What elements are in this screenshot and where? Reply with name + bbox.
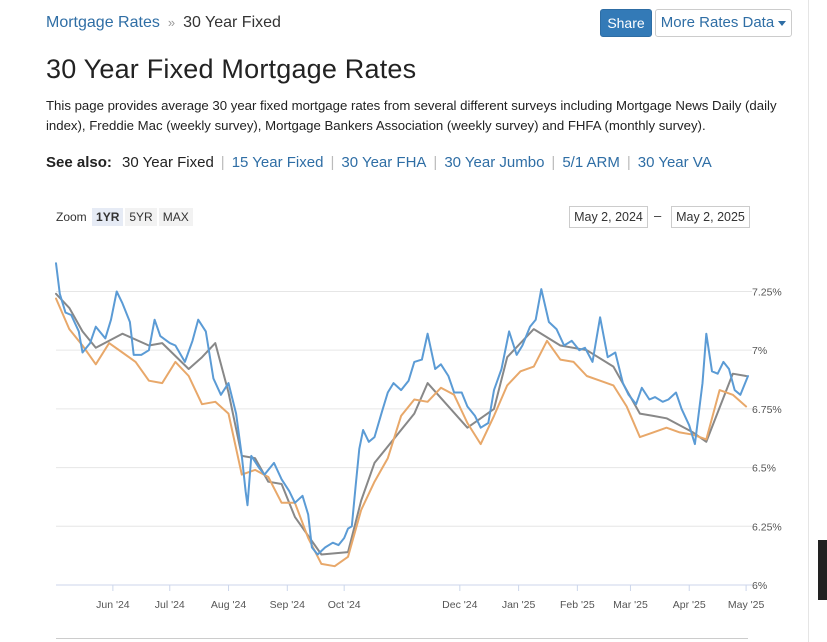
series-line-2[interactable] (55, 292, 748, 556)
x-tick-label: Feb '25 (560, 599, 595, 611)
caret-down-icon (778, 20, 787, 26)
more-rates-data-label: More Rates Data (660, 14, 775, 31)
see-also-label: See also: (46, 154, 112, 171)
see-also-link-5-1-arm[interactable]: 5/1 ARM (562, 154, 620, 171)
zoom-1yr-button[interactable]: 1YR (92, 208, 124, 226)
x-axis-labels: Jun '24 Jul '24 Aug '24 Sep '24 Oct '24 Dec '… (96, 585, 764, 611)
zoom-max-button[interactable]: MAX (158, 208, 193, 226)
x-tick-label: Aug '24 (211, 599, 246, 611)
range-to-input[interactable]: May 2, 2025 (671, 206, 750, 228)
x-tick-label: Mar '25 (613, 599, 648, 611)
x-tick-label: Jul '24 (155, 599, 185, 611)
x-tick-label: Jun '24 (96, 599, 130, 611)
zoom-controls: Zoom 1YR 5YR MAX (56, 208, 193, 226)
see-also-link-30-year-fha[interactable]: 30 Year FHA (341, 154, 427, 171)
scrollbar-thumb[interactable] (818, 540, 827, 600)
x-tick-label: May '25 (728, 599, 765, 611)
range-dash: – (654, 208, 662, 223)
see-also-bar: See also: 30 Year Fixed | 15 Year Fixed | 30… (46, 154, 712, 171)
breadcrumb-separator: » (167, 15, 176, 30)
page-right-border (808, 0, 809, 642)
x-tick-label: Sep '24 (270, 599, 305, 611)
y-tick-label: 7.25% (752, 286, 782, 298)
range-from-input[interactable]: May 2, 2024 (569, 206, 648, 228)
chart-series (55, 262, 749, 568)
see-also-link-30-year-jumbo[interactable]: 30 Year Jumbo (444, 154, 545, 171)
chart-grid (56, 290, 752, 586)
page-title: 30 Year Fixed Mortgage Rates (46, 54, 417, 84)
y-tick-label: 6.25% (752, 521, 782, 533)
zoom-label: Zoom (56, 210, 87, 224)
see-also-link-15-year-fixed[interactable]: 15 Year Fixed (231, 154, 324, 171)
y-tick-label: 6.75% (752, 404, 782, 416)
y-tick-label: 6% (752, 580, 767, 592)
y-tick-label: 7% (752, 345, 767, 357)
breadcrumb-current: 30 Year Fixed (183, 14, 281, 31)
page-description: This page provides average 30 year fixed… (46, 98, 777, 133)
y-tick-label: 6.5% (752, 463, 776, 475)
x-tick-label: Dec '24 (442, 599, 477, 611)
series-line-1[interactable] (55, 297, 748, 568)
share-button[interactable]: Share (600, 9, 652, 37)
x-tick-label: Apr '25 (673, 599, 706, 611)
breadcrumb: Mortgage Rates » 30 Year Fixed (46, 14, 281, 32)
y-axis-labels: 6% 6.25% 6.5% 6.75% 7% 7.25% (752, 286, 782, 592)
see-also-link-30-year-va[interactable]: 30 Year VA (637, 154, 712, 171)
zoom-5yr-button[interactable]: 5YR (125, 208, 157, 226)
x-tick-label: Oct '24 (328, 599, 361, 611)
more-rates-data-button[interactable]: More Rates Data (655, 9, 792, 37)
navigator-border (56, 638, 748, 639)
series-line-0[interactable] (55, 262, 749, 556)
x-tick-label: Jan '25 (502, 599, 536, 611)
breadcrumb-home-link[interactable]: Mortgage Rates (46, 14, 160, 31)
see-also-current: 30 Year Fixed (122, 154, 214, 171)
rates-chart[interactable]: 6% 6.25% 6.5% 6.75% 7% 7.25% Jun '24 Jul '24 Au… (0, 240, 808, 640)
